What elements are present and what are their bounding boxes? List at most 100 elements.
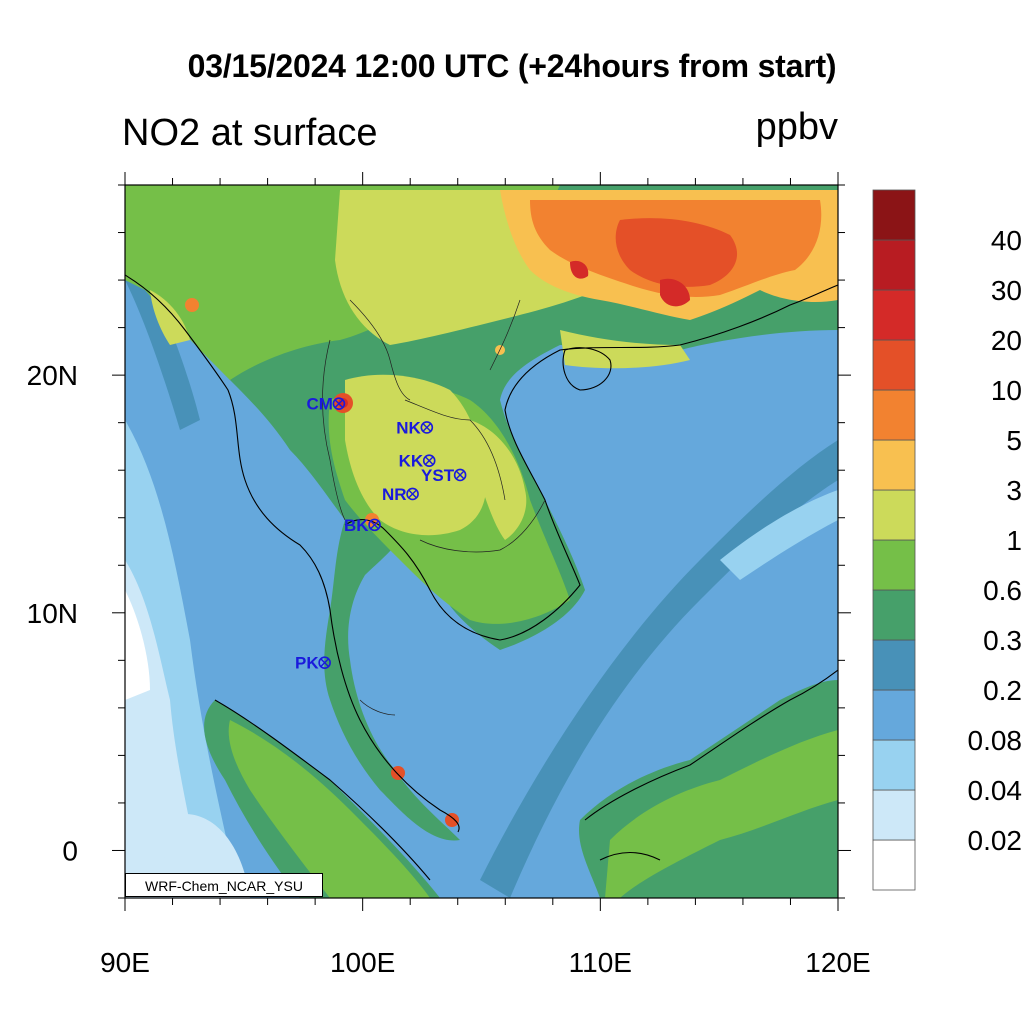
sumatra-coast bbox=[214, 699, 431, 881]
south-china-coast bbox=[560, 330, 690, 369]
colorbar-level-label: 20 bbox=[991, 325, 1022, 356]
colorbar-bin bbox=[872, 839, 916, 891]
axis-ticks bbox=[112, 172, 851, 911]
colorbar-level-label: 0.08 bbox=[968, 725, 1023, 756]
borneo-green bbox=[605, 730, 838, 898]
central-thailand bbox=[345, 374, 487, 536]
myanmar-hotspot bbox=[185, 298, 199, 312]
colorbar-bin bbox=[872, 439, 916, 491]
station-nr[interactable]: NR bbox=[382, 485, 419, 504]
plot-frame bbox=[124, 184, 839, 899]
very-clean-patch bbox=[125, 590, 150, 700]
colorbar-level-label: 5 bbox=[1006, 425, 1022, 456]
colorbar: 0.02 0.04 0.08 0.2 0.3 0.6 1 3 5 10 20 30 40 bbox=[872, 189, 1023, 891]
border-laos-thailand bbox=[404, 399, 506, 501]
model-credit-label: WRF-Chem_NCAR_YSU bbox=[125, 873, 323, 897]
colorbar-bin bbox=[872, 339, 916, 391]
border-myanmar-thailand bbox=[322, 339, 346, 521]
cleanest-ocean-west bbox=[125, 560, 205, 898]
station-marker-icon bbox=[318, 656, 331, 670]
colorbar-level-label: 0.3 bbox=[983, 625, 1022, 656]
lat-tick-label: 10N bbox=[27, 598, 78, 629]
station-marker-cross bbox=[455, 470, 465, 480]
colorbar-bin bbox=[872, 639, 916, 691]
station-marker-icon bbox=[422, 454, 436, 467]
station-label: NK bbox=[396, 418, 421, 437]
station-label: BK bbox=[344, 516, 369, 535]
colorbar-level-label: 10 bbox=[991, 375, 1022, 406]
lat-tick-label: 0 bbox=[62, 835, 78, 866]
hainan-coast bbox=[562, 347, 612, 391]
station-label: NR bbox=[382, 485, 407, 504]
variable-title: NO2 at surface bbox=[122, 112, 378, 154]
station-marker-cross bbox=[408, 489, 417, 499]
station-marker-icon bbox=[368, 518, 381, 532]
colorbar-level-label: 30 bbox=[991, 275, 1022, 306]
colorbar-level-label: 1 bbox=[1006, 525, 1022, 556]
sumatra-green bbox=[228, 720, 430, 898]
colorbar-bin bbox=[872, 489, 916, 541]
colorbar-bin bbox=[872, 739, 916, 791]
units-label: ppbv bbox=[755, 106, 838, 148]
station-bk[interactable]: BK bbox=[344, 516, 381, 535]
isan bbox=[470, 420, 527, 540]
coastline-west bbox=[125, 274, 460, 833]
no2-field bbox=[125, 185, 838, 898]
colorbar-level-label: 40 bbox=[991, 225, 1022, 256]
station-marker-icon bbox=[332, 397, 346, 410]
guangdong-hotspot bbox=[615, 218, 738, 287]
station-cm[interactable]: CM bbox=[306, 395, 346, 414]
singapore-hotspot bbox=[445, 813, 459, 827]
station-marker-cross bbox=[370, 520, 379, 530]
station-label: PK bbox=[295, 654, 319, 673]
station-nk[interactable]: NK bbox=[396, 418, 434, 437]
lon-tick-label: 100E bbox=[330, 947, 395, 978]
coastlines bbox=[125, 274, 838, 881]
border-china-vietnam bbox=[489, 299, 521, 371]
station-label: YST bbox=[421, 466, 455, 485]
station-marker-icon bbox=[420, 421, 434, 434]
border-thai-malaysia bbox=[359, 699, 396, 716]
border-cambodia bbox=[419, 499, 546, 553]
borneo-coast bbox=[584, 669, 838, 821]
station-marker-cross bbox=[424, 456, 434, 465]
colorbar-bin bbox=[872, 289, 916, 341]
colorbar-bin bbox=[872, 239, 916, 291]
station-kk[interactable]: KK bbox=[399, 452, 436, 471]
colorbar-bin bbox=[872, 189, 916, 241]
colorbar-level-label: 0.6 bbox=[983, 575, 1022, 606]
country-borders bbox=[322, 299, 546, 716]
colorbar-bin bbox=[872, 389, 916, 441]
colorbar-bin bbox=[872, 539, 916, 591]
colorbar-level-label: 3 bbox=[1006, 475, 1022, 506]
colorbar-level-label: 0.02 bbox=[968, 825, 1023, 856]
colorbar-level-label: 0.04 bbox=[968, 775, 1023, 806]
station-label: CM bbox=[306, 395, 332, 414]
myanmar-north bbox=[150, 290, 190, 345]
colorbar-bin bbox=[872, 589, 916, 641]
guangxi-hotspot bbox=[570, 260, 589, 279]
colorbar-level-label: 0.2 bbox=[983, 675, 1022, 706]
lat-tick-label: 20N bbox=[27, 360, 78, 391]
bay-of-bengal-band bbox=[125, 260, 200, 430]
borneo-coast-south bbox=[599, 852, 661, 861]
shipping-plume-scs bbox=[480, 440, 838, 898]
station-marker-cross bbox=[334, 399, 344, 408]
lon-tick-label: 90E bbox=[100, 947, 150, 978]
axis-tick-labels: 90E 100E 110E 120E 0 10N 20N bbox=[27, 360, 871, 978]
colorbar-bin bbox=[872, 789, 916, 841]
kuala-lumpur-hotspot bbox=[391, 766, 405, 780]
lon-tick-label: 110E bbox=[569, 947, 632, 978]
station-marker-icon bbox=[406, 487, 419, 501]
station-pk[interactable]: PK bbox=[295, 654, 331, 673]
main-title: 03/15/2024 12:00 UTC (+24hours from star… bbox=[187, 48, 837, 84]
station-yst[interactable]: YST bbox=[421, 466, 467, 485]
station-marker-cross bbox=[422, 423, 432, 432]
station-label: KK bbox=[399, 452, 424, 471]
coastline-east bbox=[344, 284, 838, 641]
scs-clean-streak bbox=[720, 490, 838, 580]
pearl-river-delta bbox=[660, 278, 690, 307]
colorbar-bin bbox=[872, 689, 916, 741]
